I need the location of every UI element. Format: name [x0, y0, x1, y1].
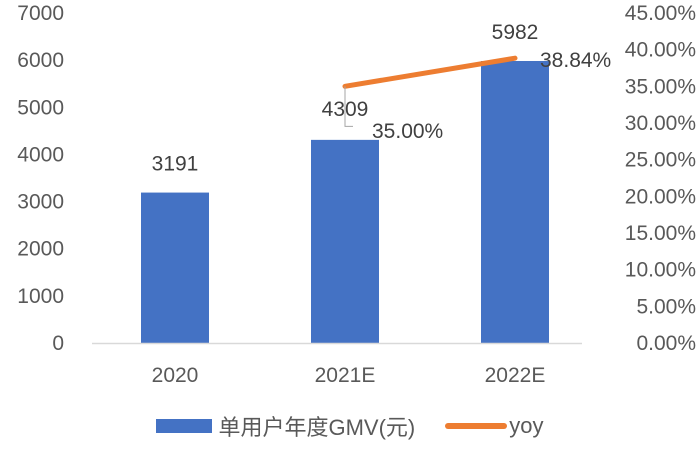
- left-tick-label: 7000: [17, 2, 64, 25]
- right-tick-label: 5.00%: [636, 295, 696, 318]
- left-tick-label: 3000: [17, 191, 64, 214]
- category-label: 2021E: [315, 364, 376, 387]
- right-tick-label: 15.00%: [625, 222, 696, 245]
- legend: 单用户年度GMV(元) yoy: [0, 408, 700, 444]
- category-label: 2022E: [485, 364, 546, 387]
- right-tick-label: 10.00%: [625, 259, 696, 282]
- line-value-label: 38.84%: [540, 49, 611, 72]
- right-axis-ticks: 0.00% 5.00% 10.00% 15.00% 20.00% 25.00% 30.00%…: [625, 2, 696, 355]
- left-tick-label: 0: [52, 332, 64, 355]
- legend-item-yoy: yoy: [445, 413, 544, 439]
- bar-data-labels: 3191 4309 5982: [152, 21, 539, 176]
- right-tick-label: 40.00%: [625, 39, 696, 62]
- left-tick-label: 2000: [17, 238, 64, 261]
- right-tick-label: 45.00%: [625, 2, 696, 25]
- legend-label-yoy: yoy: [509, 413, 544, 438]
- left-tick-label: 1000: [17, 285, 64, 308]
- category-labels: 2020 2021E 2022E: [152, 364, 546, 387]
- right-tick-label: 25.00%: [625, 149, 696, 172]
- legend-item-gmv: 单用户年度GMV(元): [156, 410, 415, 442]
- right-tick-label: 30.00%: [625, 112, 696, 135]
- bar-value-label: 3191: [152, 153, 199, 176]
- bar-value-label: 5982: [492, 21, 539, 44]
- left-tick-label: 6000: [17, 49, 64, 72]
- bar-swatch-icon: [156, 419, 213, 433]
- left-tick-label: 5000: [17, 96, 64, 119]
- bar-value-label: 4309: [322, 98, 369, 121]
- left-tick-label: 4000: [17, 143, 64, 166]
- line-value-label: 35.00%: [372, 120, 443, 143]
- legend-label-gmv: 单用户年度GMV(元): [218, 415, 416, 440]
- bar: [311, 139, 379, 343]
- yoy-line: [342, 55, 518, 89]
- right-tick-label: 35.00%: [625, 75, 696, 98]
- bar-series: [141, 60, 549, 344]
- right-tick-label: 20.00%: [625, 185, 696, 208]
- left-axis-ticks: 0 1000 2000 3000 4000 5000 6000 7000: [17, 2, 64, 355]
- right-tick-label: 0.00%: [636, 332, 696, 355]
- category-label: 2020: [152, 364, 199, 387]
- yoy-line-series: 35.00% 38.84%: [342, 49, 611, 143]
- bar: [481, 60, 549, 344]
- line-swatch-icon: [445, 423, 508, 429]
- leader-line: [344, 86, 353, 127]
- bar: [141, 192, 209, 343]
